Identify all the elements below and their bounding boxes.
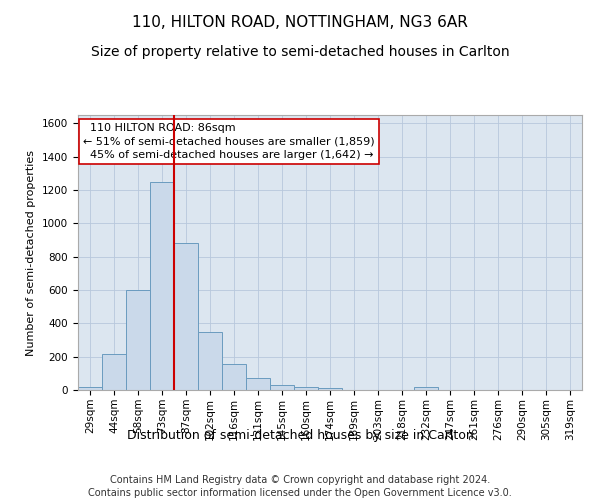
Bar [126,290,150,390]
Text: 110 HILTON ROAD: 86sqm
← 51% of semi-detached houses are smaller (1,859)
  45% o: 110 HILTON ROAD: 86sqm ← 51% of semi-det… [83,123,374,160]
Text: 110, HILTON ROAD, NOTTINGHAM, NG3 6AR: 110, HILTON ROAD, NOTTINGHAM, NG3 6AR [132,15,468,30]
Bar [174,244,198,390]
Bar [102,354,126,390]
Bar [198,332,222,390]
Text: Distribution of semi-detached houses by size in Carlton: Distribution of semi-detached houses by … [127,428,473,442]
Bar [78,386,102,390]
Bar [414,386,438,390]
Text: Size of property relative to semi-detached houses in Carlton: Size of property relative to semi-detach… [91,45,509,59]
Text: Contains public sector information licensed under the Open Government Licence v3: Contains public sector information licen… [88,488,512,498]
Bar [150,182,174,390]
Bar [222,364,246,390]
Bar [318,388,342,390]
Text: Contains HM Land Registry data © Crown copyright and database right 2024.: Contains HM Land Registry data © Crown c… [110,475,490,485]
Bar [270,385,294,390]
Bar [246,378,270,390]
Bar [294,386,318,390]
Y-axis label: Number of semi-detached properties: Number of semi-detached properties [26,150,37,356]
